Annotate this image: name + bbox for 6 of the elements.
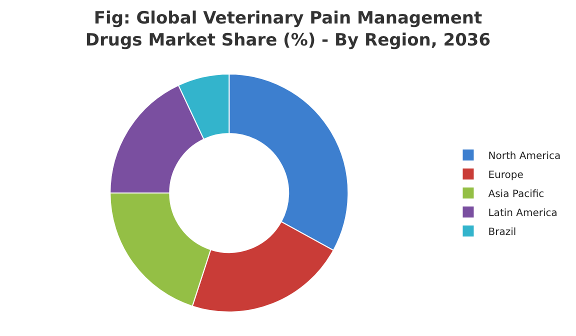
chart-title: Fig: Global Veterinary Pain Management Drugs Market Share (%) - By Region, 2036 bbox=[85, 8, 491, 51]
legend-label: Brazil bbox=[488, 226, 516, 238]
legend-label: Latin America bbox=[488, 208, 558, 219]
legend-label: Asia Pacific bbox=[488, 188, 544, 200]
legend-label: Europe bbox=[488, 170, 524, 181]
legend-label: North America bbox=[488, 150, 561, 162]
